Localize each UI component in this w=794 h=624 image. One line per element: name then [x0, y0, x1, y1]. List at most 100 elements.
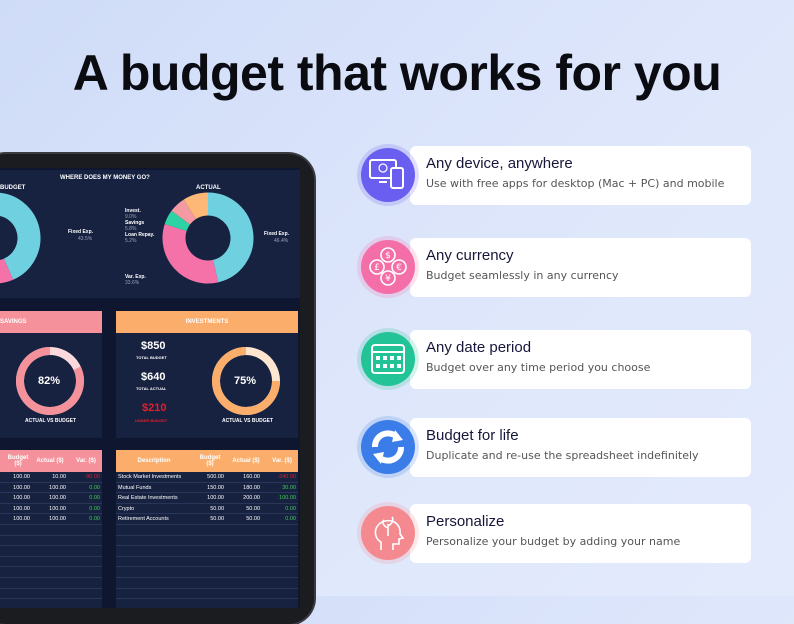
table-row	[0, 589, 102, 600]
table-row	[0, 578, 102, 589]
head-plant-icon	[357, 502, 419, 564]
table-row: 100.00 10.00 -90.00	[0, 472, 102, 483]
table-cell: 100.00	[207, 495, 224, 502]
table-row	[116, 536, 298, 547]
budget-donut-title: BUDGET	[0, 185, 26, 191]
feature-title: Any date period	[426, 339, 532, 356]
table-cell: 0.00	[89, 495, 100, 502]
budget-label-fixed: Fixed Exp.	[68, 229, 94, 235]
donut-slice	[183, 192, 209, 220]
table-cell: 50.00	[246, 516, 260, 523]
table-cell: 10.00	[52, 474, 66, 480]
table-cell: -90.00	[84, 474, 100, 480]
table-cell: Retirement Accounts	[118, 516, 169, 523]
feature-description: Duplicate and re-use the spreadsheet ind…	[426, 449, 699, 462]
actual-pct-savings: 5.8%	[125, 226, 137, 232]
under-budget-value: $210	[142, 402, 167, 414]
investments-table-header: Description Budget ($) Actual ($) Var. (…	[116, 450, 298, 472]
feature-description: Use with free apps for desktop (Mac + PC…	[426, 177, 725, 190]
table-cell: -340.00	[277, 474, 296, 480]
col-description: Description	[137, 458, 171, 464]
table-row: 100.00 100.00 0.00	[0, 493, 102, 504]
progress-rings	[16, 347, 280, 415]
table-row	[0, 546, 102, 557]
table-cell: Real Estate Investments	[118, 495, 178, 502]
headline: A budget that works for you	[72, 45, 722, 101]
savings-progress: 82%	[38, 375, 61, 387]
table-row	[0, 557, 102, 568]
table-row	[0, 567, 102, 578]
table-cell: 50.00	[210, 505, 224, 512]
ring-fill	[16, 347, 84, 415]
feature-card: Any currency Budget seamlessly in any cur…	[410, 238, 751, 297]
investments-table: Stock Market Investments 500.00 160.00 -340…	[116, 472, 298, 608]
total-budget-label: TOTAL BUDGET	[136, 355, 167, 360]
table-row	[116, 546, 298, 557]
table-cell: 0.00	[285, 505, 296, 512]
savings-caption: ACTUAL VS BUDGET	[25, 418, 77, 424]
investments-header: INVESTMENTS	[116, 311, 298, 333]
table-cell: 200.00	[243, 495, 260, 502]
table-row: 100.00 100.00 0.00	[0, 514, 102, 525]
table-row	[0, 536, 102, 547]
table-row: 100.00 100.00 0.00	[0, 483, 102, 494]
actual-label-fixed: Fixed Exp.	[264, 231, 290, 237]
table-cell: 100.00	[49, 495, 66, 502]
table-cell: 0.00	[285, 516, 296, 523]
under-budget-label: UNDER BUDGET	[135, 418, 168, 423]
table-cell: Crypto	[118, 505, 135, 512]
actual-pct-invest: 9.0%	[125, 214, 137, 220]
table-cell: 100.00	[49, 505, 66, 512]
svg-text:¥: ¥	[385, 274, 391, 284]
table-row: Mutual Funds 150.00 180.00 30.00	[116, 483, 298, 494]
currency-icon: $ £ € ¥	[357, 236, 419, 298]
table-cell: 100.00	[13, 495, 30, 502]
table-row	[116, 557, 298, 568]
feature-title: Personalize	[426, 513, 505, 530]
actual-label-invest: Invest.	[125, 208, 141, 214]
actual-pct-var: 33.6%	[125, 280, 140, 286]
total-actual-value: $640	[141, 371, 166, 383]
table-cell: 100.00	[49, 516, 66, 523]
col-actual: Actual ($)	[36, 458, 64, 464]
savings-table: 100.00 10.00 -90.00 100.00 100.00 0.00 100.00 1…	[0, 472, 102, 608]
table-row: Crypto 50.00 50.00 0.00	[116, 504, 298, 515]
refresh-icon	[357, 416, 419, 478]
col-budget: Budget ($)	[199, 455, 221, 467]
table-cell: 100.00	[13, 516, 30, 523]
table-row: Retirement Accounts 50.00 50.00 0.00	[116, 514, 298, 525]
table-cell: 160.00	[243, 474, 260, 480]
table-cell: 50.00	[246, 505, 260, 512]
actual-label-var: Var. Exp.	[125, 274, 146, 280]
table-cell: Mutual Funds	[118, 484, 152, 491]
donut-slice	[0, 192, 41, 280]
table-cell: 180.00	[243, 484, 260, 491]
savings-header: SAVINGS	[0, 311, 102, 333]
table-cell: 0.00	[89, 516, 100, 523]
table-cell: 0.00	[89, 505, 100, 512]
table-row: 100.00 100.00 0.00	[0, 504, 102, 515]
feature-description: Budget seamlessly in any currency	[426, 269, 619, 282]
investments-panel	[116, 333, 298, 438]
table-row	[116, 578, 298, 589]
feature-card: Any date period Budget over any time peri…	[410, 330, 751, 389]
devices-icon	[357, 144, 419, 206]
feature-title: Any device, anywhere	[426, 155, 573, 172]
donut-slice	[164, 210, 191, 232]
actual-label-loan: Loan Repay.	[125, 232, 155, 238]
table-cell: 100.00	[13, 474, 30, 480]
actual-pct-fixed: 46.4%	[274, 238, 289, 244]
savings-table-header: Budget ($) Actual ($) Var. ($)	[0, 450, 102, 472]
ring-fill	[212, 347, 280, 415]
spreadsheet-screen: WHERE DOES MY MONEY GO? BUDGET ACTUAL Fi…	[0, 168, 300, 608]
calendar-icon	[357, 328, 419, 390]
table-row	[0, 525, 102, 536]
chart-section-title: WHERE DOES MY MONEY GO?	[60, 175, 150, 181]
feature-card: Personalize Personalize your budget by ad…	[410, 504, 751, 563]
table-cell: Stock Market Investments	[118, 474, 182, 480]
table-row: Real Estate Investments 100.00 200.00 100.0…	[116, 493, 298, 504]
feature-description: Personalize your budget by adding your n…	[426, 535, 681, 548]
svg-text:€: €	[396, 263, 402, 273]
donut-slice	[171, 199, 197, 225]
feature-description: Budget over any time period you choose	[426, 361, 651, 374]
